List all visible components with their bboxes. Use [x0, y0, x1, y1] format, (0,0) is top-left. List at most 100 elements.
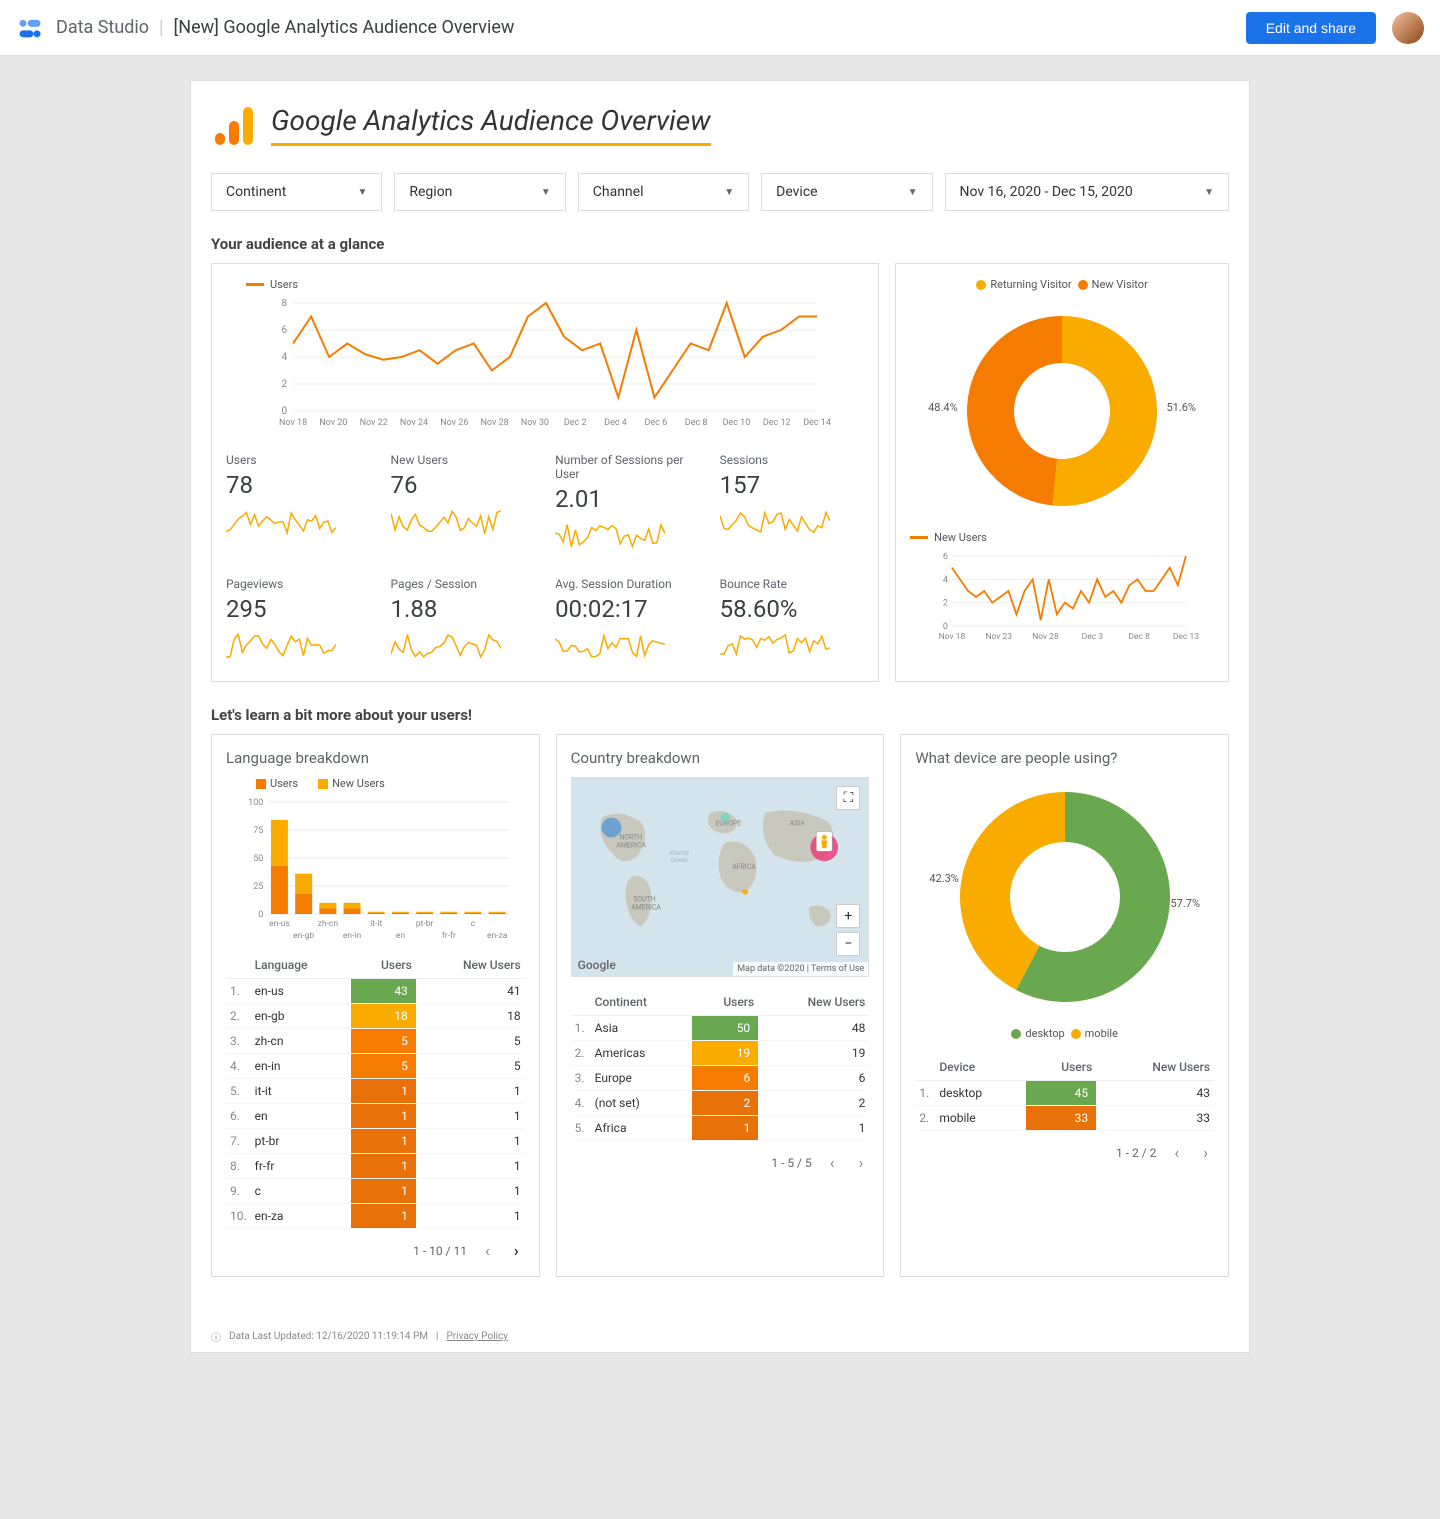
- table-row[interactable]: 4.(not set)22: [571, 1091, 870, 1116]
- table-row[interactable]: 2.Americas1919: [571, 1041, 870, 1066]
- map-fullscreen-button[interactable]: ⛶: [836, 786, 860, 810]
- device-filter[interactable]: Device▼: [761, 173, 932, 211]
- pager-prev-button[interactable]: ‹: [479, 1239, 496, 1262]
- pager-next-button[interactable]: ›: [508, 1239, 525, 1262]
- edit-and-share-button[interactable]: Edit and share: [1246, 12, 1376, 44]
- channel-filter-label: Channel: [593, 184, 644, 200]
- table-header[interactable]: [226, 952, 251, 979]
- table-header[interactable]: New Users: [758, 989, 869, 1016]
- table-header[interactable]: Continent: [591, 989, 693, 1016]
- table-row[interactable]: 6.en11: [226, 1104, 525, 1129]
- table-cell: 2.: [915, 1106, 935, 1131]
- language-card-title: Language breakdown: [226, 749, 525, 767]
- data-studio-logo-icon: [16, 14, 44, 42]
- table-row[interactable]: 3.zh-cn55: [226, 1029, 525, 1054]
- pager-next-button[interactable]: ›: [853, 1151, 870, 1174]
- table-header[interactable]: Language: [251, 952, 352, 979]
- map-zoom-out-button[interactable]: −: [836, 932, 860, 956]
- pager-prev-button[interactable]: ‹: [824, 1151, 841, 1174]
- chevron-down-icon: ▼: [541, 187, 551, 198]
- users-line-chart: 02468Nov 18Nov 20Nov 22Nov 24Nov 26Nov 2…: [226, 299, 864, 429]
- sparkline: [226, 629, 336, 663]
- table-row[interactable]: 10.en-za11: [226, 1204, 525, 1229]
- table-row[interactable]: 1.Asia5048: [571, 1016, 870, 1041]
- legend-swatch: [1011, 1029, 1021, 1039]
- document-title[interactable]: [New] Google Analytics Audience Overview: [173, 17, 514, 38]
- table-cell: 1: [416, 1179, 525, 1204]
- table-header[interactable]: [915, 1054, 935, 1081]
- table-header[interactable]: Users: [692, 989, 758, 1016]
- table-row[interactable]: 1.desktop4543: [915, 1081, 1214, 1106]
- table-cell: 45: [1026, 1081, 1096, 1106]
- privacy-policy-link[interactable]: Privacy Policy: [446, 1331, 508, 1342]
- legend-label: Returning Visitor: [990, 278, 1071, 291]
- table-row[interactable]: 5.Africa11: [571, 1116, 870, 1141]
- table-row[interactable]: 4.en-in55: [226, 1054, 525, 1079]
- table-cell: 41: [416, 979, 525, 1004]
- table-header[interactable]: [571, 989, 591, 1016]
- user-avatar[interactable]: [1392, 12, 1424, 44]
- table-row[interactable]: 9.c11: [226, 1179, 525, 1204]
- svg-text:6: 6: [281, 325, 287, 336]
- table-cell: 3.: [226, 1029, 251, 1054]
- svg-text:Nov 18: Nov 18: [939, 632, 966, 642]
- date-range-filter[interactable]: Nov 16, 2020 - Dec 15, 2020▼: [945, 173, 1229, 211]
- svg-text:Nov 28: Nov 28: [1032, 632, 1059, 642]
- table-row[interactable]: 2.mobile3333: [915, 1106, 1214, 1131]
- world-map[interactable]: NORTH AMERICA SOUTH AMERICA EUROPE AFRIC…: [571, 777, 870, 977]
- table-cell: pt-br: [251, 1129, 352, 1154]
- svg-text:NORTH: NORTH: [619, 833, 642, 841]
- sparkline: [555, 519, 665, 553]
- continent-filter[interactable]: Continent▼: [211, 173, 382, 211]
- table-cell: 6: [758, 1066, 869, 1091]
- table-header[interactable]: Users: [351, 952, 415, 979]
- section1-title: Your audience at a glance: [211, 235, 1229, 253]
- region-filter-label: Region: [409, 184, 452, 200]
- table-cell: 5: [416, 1054, 525, 1079]
- table-cell: zh-cn: [251, 1029, 352, 1054]
- table-cell: 1: [416, 1129, 525, 1154]
- table-cell: 6: [692, 1066, 758, 1091]
- table-row[interactable]: 2.en-gb1818: [226, 1004, 525, 1029]
- metric-new-users: New Users76: [391, 453, 536, 557]
- app-name[interactable]: Data Studio: [56, 17, 149, 38]
- svg-text:Nov 20: Nov 20: [319, 418, 347, 428]
- pager-next-button[interactable]: ›: [1197, 1141, 1214, 1164]
- topbar: Data Studio | [New] Google Analytics Aud…: [0, 0, 1440, 56]
- table-cell: (not set): [591, 1091, 693, 1116]
- metric-value: 76: [391, 471, 536, 499]
- info-icon: ⓘ: [211, 1329, 221, 1344]
- region-filter[interactable]: Region ▼: [394, 173, 565, 211]
- channel-filter[interactable]: Channel▼: [578, 173, 749, 211]
- table-cell: 1: [416, 1154, 525, 1179]
- table-row[interactable]: 1.en-us4341: [226, 979, 525, 1004]
- sparkline: [720, 505, 830, 539]
- sparkline: [555, 629, 665, 663]
- table-row[interactable]: 3.Europe66: [571, 1066, 870, 1091]
- pager-prev-button[interactable]: ‹: [1168, 1141, 1185, 1164]
- metric-value: 58.60%: [720, 595, 865, 623]
- donut-label-returning: 51.6%: [1166, 401, 1196, 414]
- map-zoom-in-button[interactable]: +: [836, 904, 860, 928]
- legend-swatch: [318, 779, 328, 789]
- metric-pages-session: Pages / Session1.88: [391, 577, 536, 667]
- table-header[interactable]: Users: [1026, 1054, 1096, 1081]
- table-cell: 43: [1096, 1081, 1214, 1106]
- svg-text:75: 75: [253, 826, 263, 836]
- table-header[interactable]: New Users: [1096, 1054, 1214, 1081]
- svg-text:4: 4: [943, 575, 948, 585]
- svg-text:Nov 26: Nov 26: [440, 418, 468, 428]
- table-row[interactable]: 5.it-it11: [226, 1079, 525, 1104]
- table-row[interactable]: 8.fr-fr11: [226, 1154, 525, 1179]
- users-legend-label: Users: [270, 278, 298, 291]
- table-header[interactable]: Device: [935, 1054, 1026, 1081]
- table-cell: Americas: [591, 1041, 693, 1066]
- svg-text:it-it: it-it: [370, 919, 382, 929]
- table-header[interactable]: New Users: [416, 952, 525, 979]
- table-row[interactable]: 7.pt-br11: [226, 1129, 525, 1154]
- section2-title: Let's learn a bit more about your users!: [211, 706, 1229, 724]
- svg-text:Dec 12: Dec 12: [763, 418, 791, 428]
- sparkline: [391, 505, 501, 539]
- table-cell: 1.: [915, 1081, 935, 1106]
- report-header: Google Analytics Audience Overview: [211, 101, 1229, 149]
